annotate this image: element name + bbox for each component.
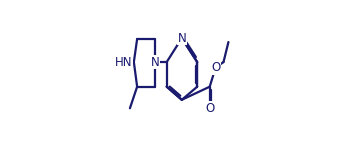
- Text: HN: HN: [115, 56, 133, 69]
- Text: N: N: [177, 32, 186, 45]
- Text: O: O: [205, 102, 214, 115]
- Text: O: O: [211, 61, 220, 74]
- Text: N: N: [151, 56, 159, 69]
